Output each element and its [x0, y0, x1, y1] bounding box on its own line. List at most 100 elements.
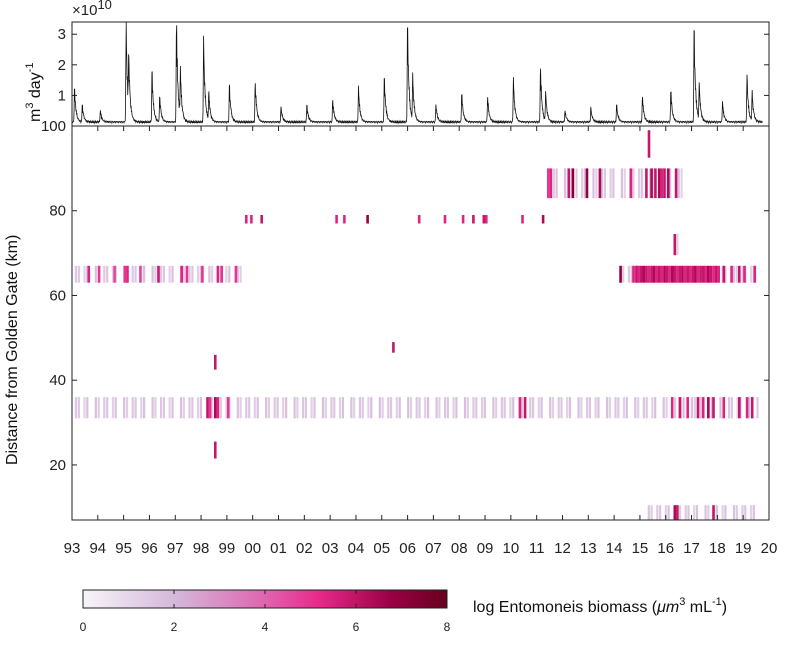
heatmap-cell: [518, 397, 522, 419]
heatmap-cell: [680, 168, 683, 199]
heatmap-cell: [603, 168, 606, 199]
heatmap-cell: [179, 397, 183, 419]
heatmap-cell: [619, 265, 622, 283]
heatmap-cell: [304, 397, 307, 419]
heatmap-cell: [154, 397, 157, 419]
heatmap-cell: [588, 397, 591, 419]
heatmap-cell: [586, 397, 589, 419]
heatmap-cell: [735, 265, 738, 283]
heatmap-cell: [728, 397, 731, 419]
heatmap-cell: [83, 397, 86, 419]
heatmap-cell: [313, 397, 316, 419]
heatmap-cell: [168, 397, 171, 419]
heatmap-cell: [622, 397, 626, 419]
heatmap-cell: [139, 265, 142, 283]
heatmap-cell: [551, 397, 555, 419]
heatmap-cell: [74, 265, 77, 283]
heatmap-x-tick-label: 14: [606, 540, 623, 557]
heatmap-y-tick-label: 100: [41, 118, 66, 135]
heatmap-cell: [612, 168, 615, 199]
heatmap-cell: [296, 397, 299, 419]
heatmap-cell: [577, 397, 580, 419]
heatmap-cell: [566, 397, 569, 419]
heatmap-cell: [650, 265, 653, 283]
heatmap-cell: [302, 397, 305, 419]
heatmap-cell: [523, 397, 527, 419]
colorbar-tick-label: 0: [80, 620, 87, 634]
heatmap-cell: [86, 397, 89, 419]
heatmap-cell: [180, 265, 183, 283]
heatmap-cell: [134, 265, 137, 283]
heatmap-cell: [592, 168, 595, 199]
flow-y-axis-label: m3 day-1: [24, 63, 44, 122]
heatmap-cell: [94, 397, 97, 419]
heatmap-cell: [282, 397, 285, 419]
heatmap-cell: [367, 397, 370, 419]
heatmap-x-tick-label: 05: [373, 540, 390, 557]
heatmap-cell: [682, 397, 685, 419]
heatmap-cell: [704, 265, 708, 283]
colorbar-tick-label: 2: [171, 620, 178, 634]
heatmap-cell: [529, 397, 532, 419]
heatmap-cell: [398, 397, 401, 419]
heatmap-cell: [134, 397, 137, 419]
heatmap-cell: [199, 397, 202, 419]
heatmap-cell: [597, 397, 600, 419]
heatmap-x-tick-label: 15: [632, 540, 649, 557]
heatmap-cell: [214, 441, 217, 459]
heatmap-cell: [654, 168, 657, 199]
heatmap-cell: [724, 265, 727, 283]
heatmap-cell: [676, 234, 679, 256]
heatmap-cell: [662, 397, 665, 419]
heatmap-cell: [709, 265, 713, 283]
heatmap-x-tick-label: 95: [115, 540, 132, 557]
heatmap-cell: [350, 397, 353, 419]
heatmap-cell: [171, 265, 174, 283]
heatmap-cell: [409, 397, 413, 419]
heatmap-cell: [103, 397, 106, 419]
heatmap-cell: [630, 265, 633, 283]
heatmap-cell: [285, 397, 288, 419]
heatmap-y-ticks: 20 40 60 80 100: [41, 118, 769, 474]
heatmap-cell: [689, 265, 692, 283]
heatmap-cell: [691, 397, 694, 419]
heatmap-cell: [738, 265, 741, 283]
heatmap-cell: [667, 505, 670, 520]
heatmap-x-tick-label: 97: [167, 540, 184, 557]
heatmap-x-tick-label: 08: [451, 540, 468, 557]
heatmap-cell: [500, 397, 503, 419]
heatmap-cell: [719, 397, 722, 419]
heatmap-cell: [126, 397, 129, 419]
heatmap-cell: [276, 397, 279, 419]
heatmap-cell: [160, 397, 163, 419]
heatmap-cell: [732, 505, 736, 520]
heatmap-cell: [701, 265, 705, 283]
flow-y-tick-label: 3: [58, 26, 66, 43]
flow-series-line: [72, 21, 763, 125]
heatmap-cell: [438, 397, 441, 419]
heatmap-cell: [701, 397, 705, 419]
heatmap-cell: [650, 168, 653, 199]
heatmap-cell: [712, 397, 715, 419]
heatmap-cell: [338, 397, 342, 419]
colorbar-ticks: 0 2 4 6 8: [80, 590, 451, 634]
heatmap-cell: [160, 265, 163, 283]
heatmap-cell: [485, 215, 488, 224]
heatmap-y-tick-label: 60: [49, 287, 66, 304]
heatmap-cell: [735, 505, 738, 520]
heatmap-cell: [509, 397, 512, 419]
heatmap-cell: [622, 265, 625, 283]
heatmap-cell: [567, 168, 571, 199]
heatmap-cell: [677, 168, 680, 199]
heatmap-y-tick-label: 20: [49, 457, 66, 474]
heatmap-cell: [693, 397, 697, 419]
heatmap-cell: [417, 215, 421, 224]
heatmap-cell: [658, 168, 661, 199]
heatmap-cell: [652, 168, 655, 199]
heatmap-x-ticks: 93 94 95 96 97 98 99 00 01 02 03 04 05 06 07 08 09 10 11 12…: [64, 126, 777, 557]
heatmap-cell: [724, 505, 727, 520]
heatmap-cell: [358, 397, 361, 419]
heatmap-cells: [74, 130, 759, 520]
heatmap-cell: [568, 397, 572, 419]
